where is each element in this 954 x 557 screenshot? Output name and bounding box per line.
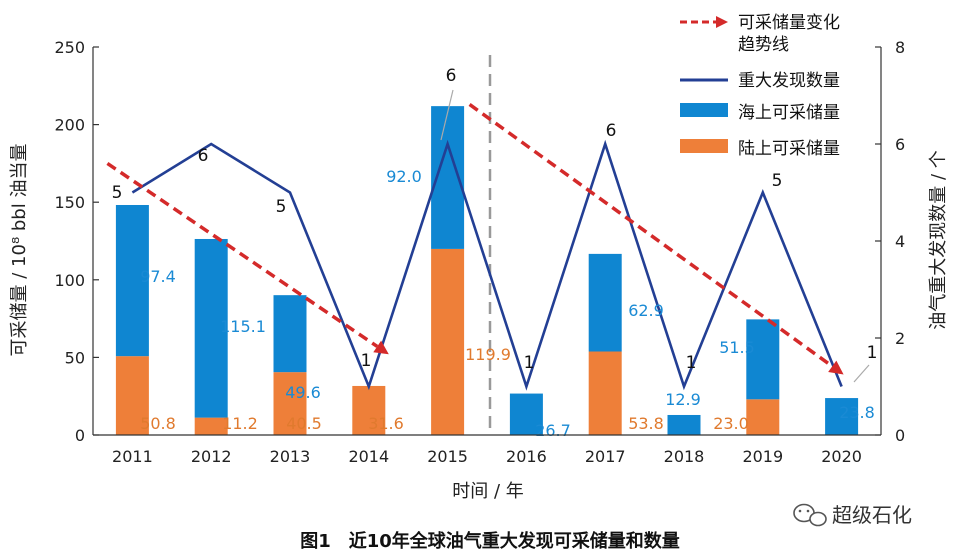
land-value-label: 31.6 [368,414,404,433]
legend-trend-label-line2: 趋势线 [738,35,789,55]
ocean-value-label: 92.0 [386,167,422,186]
trend-arrow-2-head [828,360,844,375]
x-tick-label: 2019 [742,447,783,466]
ocean-value-label: 62.9 [628,301,664,320]
trend-arrow-1-head [373,340,389,355]
count-value-label: 6 [606,121,617,141]
y-right-tick-label: 0 [895,426,905,445]
count-value-label: 1 [867,343,878,363]
bar-ocean-2017 [588,253,622,352]
ocean-value-label: 51.5 [719,338,755,357]
ocean-value-label: 26.7 [535,421,571,440]
legend-count-label: 重大发现数量 [738,71,840,91]
x-tick-label: 2017 [585,447,626,466]
y-axis-right-title: 油气重大发现数量 / 个 [928,150,949,330]
bar-land-2014 [352,385,386,435]
count-value-label: 6 [198,146,209,166]
bar-land-2011 [115,356,149,435]
count-value-label: 1 [361,351,372,371]
axes-group: 0 50 100 150 200 250 0 2 4 6 8 2011 2012 2013 2014 2015… [54,38,905,466]
watermark-text: 超级石化 [832,503,912,527]
y-left-tick-label: 0 [75,426,85,445]
y-left-tick-label: 200 [54,116,85,135]
y-right-tick-label: 4 [895,232,905,251]
count-value-label: 5 [276,197,287,217]
legend: 可采储量变化 趋势线 重大发现数量 海上可采储量 陆上可采储量 [680,13,840,159]
y-right-tick-label: 6 [895,135,905,154]
x-tick-label: 2020 [821,447,862,466]
land-value-label: 50.8 [140,414,176,433]
x-tick-label: 2014 [348,447,389,466]
y-left-tick-label: 150 [54,193,85,212]
y-right-tick-label: 8 [895,38,905,57]
x-tick-label: 2015 [427,447,468,466]
labels-group: 97.4 115.1 49.6 92.0 26.7 62.9 12.9 51.5 23.8 50.… [112,66,878,440]
bar-ocean-2019 [746,319,780,400]
legend-trend-label-line1: 可采储量变化 [738,13,840,33]
legend-land-label: 陆上可采储量 [738,139,840,159]
legend-ocean-swatch [680,103,728,117]
bar-ocean-2016 [509,393,543,435]
bar-ocean-2018 [667,414,701,435]
ocean-value-label: 97.4 [140,267,176,286]
legend-land-swatch [680,139,728,153]
count-value-label: 1 [524,353,535,373]
bar-ocean-2020 [825,398,859,435]
y-axis-left-title: 可采储量 / 10⁸ bbl 油当量 [9,144,30,357]
land-value-label: 11.2 [222,414,258,433]
leader-line-2020 [853,364,870,383]
land-value-label: 119.9 [465,345,511,364]
watermark: 超级石化 [793,503,912,527]
ocean-value-label: 115.1 [220,317,266,336]
x-axis-title: 时间 / 年 [452,481,524,502]
bar-land-2015 [431,248,465,435]
land-value-label: 40.5 [286,414,322,433]
ocean-value-label: 23.8 [839,403,875,422]
count-value-label: 5 [772,171,783,191]
bars-group [115,106,859,435]
y-left-tick-label: 100 [54,271,85,290]
lines-group [106,55,844,435]
count-value-label: 5 [112,183,123,203]
bar-ocean-2011 [115,204,149,357]
y-left-tick-label: 250 [54,38,85,57]
x-tick-label: 2012 [191,447,232,466]
ocean-value-label: 49.6 [285,383,321,402]
legend-ocean-label: 海上可采储量 [738,103,840,123]
legend-trend-arrow [716,16,728,28]
bar-ocean-2012 [194,238,228,418]
figure-caption: 图1 近10年全球油气重大发现可采储量和数量 [300,530,680,552]
land-value-label: 23.0 [713,414,749,433]
land-value-label: 53.8 [628,414,664,433]
bar-land-2012 [194,417,228,435]
y-left-tick-label: 50 [65,348,85,367]
wechat-icon [793,503,827,527]
x-tick-label: 2013 [270,447,311,466]
x-tick-label: 2011 [112,447,153,466]
trend-arrow-1-line [106,161,379,348]
count-value-label: 6 [446,66,457,86]
count-line [131,139,843,391]
x-tick-label: 2016 [506,447,547,466]
leader-line-2015 [440,89,454,141]
bar-ocean-2013 [273,295,307,373]
bar-land-2013 [273,372,307,435]
bar-land-2017 [588,351,622,435]
bar-land-2019 [746,399,780,435]
y-right-tick-label: 2 [895,329,905,348]
ocean-value-label: 12.9 [665,390,701,409]
trend-arrow-2-line [468,103,834,368]
x-tick-label: 2018 [664,447,705,466]
count-value-label: 1 [686,353,697,373]
